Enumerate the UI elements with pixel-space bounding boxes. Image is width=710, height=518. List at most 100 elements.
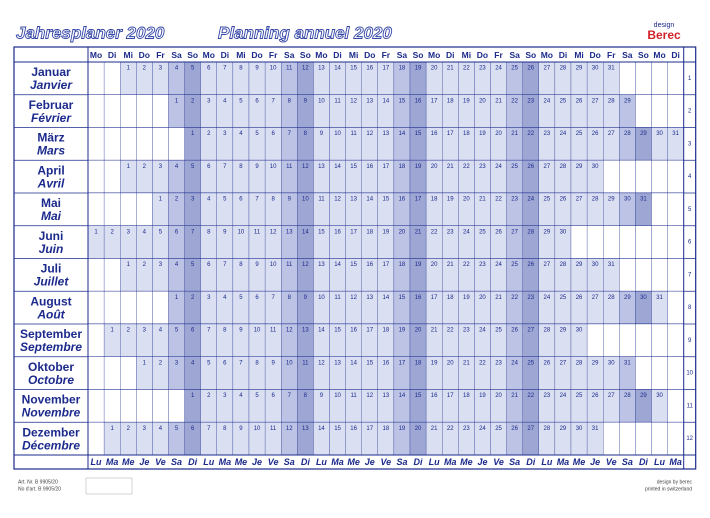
day-number: 14: [366, 197, 373, 203]
day-number: 12: [366, 393, 373, 399]
day-number: 12: [270, 229, 277, 235]
day-cell: [619, 225, 636, 259]
month-fr: Avril: [37, 176, 65, 190]
day-number: 24: [495, 262, 502, 268]
weekday-top: Di: [559, 50, 568, 60]
day-number: 4: [175, 66, 179, 72]
day-number: 26: [527, 164, 534, 170]
day-cell: [152, 127, 169, 161]
day-number: 16: [350, 426, 357, 432]
day-number: 21: [447, 164, 454, 170]
day-cell: [136, 127, 153, 161]
day-number: 9: [239, 426, 243, 432]
day-number: 17: [431, 98, 438, 104]
row-number: 7: [688, 272, 692, 278]
day-cell: [635, 323, 652, 357]
weekday-bottom: Lu: [91, 457, 102, 467]
day-number: 3: [143, 328, 147, 334]
day-cell: [619, 323, 636, 357]
day-cell: [120, 94, 137, 128]
month-fr: Juin: [39, 242, 64, 256]
day-number: 1: [159, 197, 163, 203]
day-number: 21: [511, 393, 518, 399]
day-number: 23: [527, 295, 534, 301]
day-number: 15: [350, 164, 357, 170]
day-number: 29: [640, 131, 647, 137]
day-number: 29: [608, 197, 615, 203]
weekday-top: Di: [671, 50, 680, 60]
day-number: 25: [544, 197, 551, 203]
day-number: 19: [463, 98, 470, 104]
day-number: 8: [239, 262, 243, 268]
day-number: 16: [431, 131, 438, 137]
day-number: 18: [399, 262, 406, 268]
day-number: 18: [463, 131, 470, 137]
day-number: 18: [399, 164, 406, 170]
day-number: 3: [207, 295, 211, 301]
day-number: 6: [191, 328, 195, 334]
day-number: 18: [366, 229, 373, 235]
day-cell: [651, 225, 668, 259]
day-cell: [667, 323, 684, 357]
day-cell: [120, 127, 137, 161]
day-cell: [103, 61, 121, 95]
weekday-bottom: Lu: [203, 457, 214, 467]
day-number: 5: [191, 262, 195, 268]
day-number: 28: [608, 98, 615, 104]
day-number: 5: [175, 426, 179, 432]
day-number: 26: [544, 360, 551, 366]
day-number: 14: [334, 262, 341, 268]
day-number: 6: [207, 164, 211, 170]
day-number: 6: [207, 66, 211, 72]
weekday-top: Fr: [494, 50, 503, 60]
day-number: 7: [191, 229, 195, 235]
day-number: 14: [383, 295, 390, 301]
row-number: 8: [688, 305, 692, 311]
day-number: 6: [255, 98, 259, 104]
printed-credit: printed in switzerland: [645, 486, 692, 492]
month-fr: Janvier: [30, 78, 73, 92]
day-number: 16: [399, 197, 406, 203]
day-cell: [103, 160, 121, 194]
weekday-bottom: Lu: [541, 457, 552, 467]
weekday-bottom: Je: [365, 457, 375, 467]
weekday-bottom: Me: [122, 457, 135, 467]
weekday-bottom: Lu: [654, 457, 665, 467]
day-cell: [635, 422, 652, 456]
day-number: 9: [304, 98, 308, 104]
weekday-bottom: Ve: [493, 457, 504, 467]
day-number: 25: [560, 98, 567, 104]
day-number: 4: [223, 295, 227, 301]
weekday-bottom: Ve: [268, 457, 279, 467]
barcode: [85, 477, 133, 495]
day-number: 26: [511, 426, 518, 432]
day-number: 9: [320, 393, 324, 399]
day-number: 17: [383, 262, 390, 268]
day-number: 3: [159, 66, 163, 72]
day-number: 5: [207, 360, 211, 366]
weekday-top: Mi: [349, 50, 358, 60]
day-number: 30: [592, 66, 599, 72]
day-number: 12: [302, 66, 309, 72]
month-fr: Septembre: [20, 340, 82, 354]
day-number: 19: [479, 393, 486, 399]
day-number: 28: [527, 229, 534, 235]
day-number: 8: [239, 164, 243, 170]
month-de: Mai: [41, 196, 61, 210]
weekday-top: Mo: [90, 50, 102, 60]
day-number: 11: [318, 197, 325, 203]
month-fr: Octobre: [28, 373, 74, 387]
day-number: 16: [366, 164, 373, 170]
day-cell: [667, 389, 684, 423]
weekday-bottom: Me: [573, 457, 586, 467]
day-cell: [603, 160, 620, 194]
day-number: 15: [366, 360, 373, 366]
day-number: 4: [175, 262, 179, 268]
day-number: 2: [143, 262, 147, 268]
month-de: Januar: [31, 65, 71, 79]
weekday-top: Mo: [203, 50, 215, 60]
day-number: 11: [351, 393, 358, 399]
day-number: 27: [608, 393, 615, 399]
day-cell: [103, 291, 121, 325]
